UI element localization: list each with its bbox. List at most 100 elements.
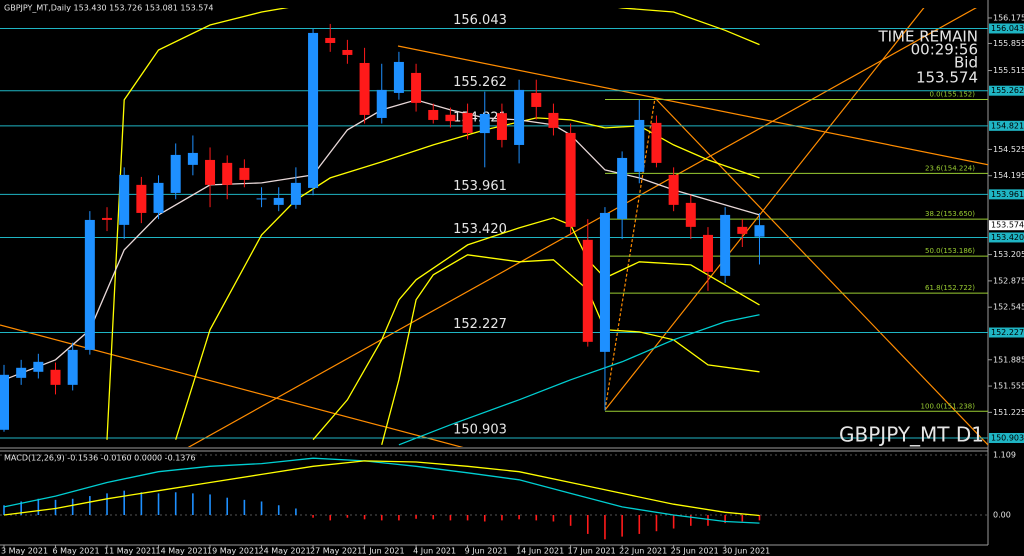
level-label: 153.420 — [453, 222, 507, 237]
candle-body — [119, 174, 130, 225]
candle-body — [359, 62, 370, 115]
y-tick-label: 155.515 — [993, 66, 1024, 75]
level-axis-label: 156.043 — [991, 24, 1024, 33]
candle-body — [702, 234, 713, 272]
x-tick-label: 19 May 2021 — [207, 547, 259, 556]
candle-body — [170, 154, 181, 193]
candle-body — [136, 184, 147, 213]
main-panel: 156.175 155.855 155.515 154.525 154.195 153.2… — [988, 13, 1024, 443]
histogram-bar — [71, 498, 74, 515]
fib-label: 50.0(153.186) — [925, 247, 975, 255]
y-tick-label: 152.545 — [993, 303, 1024, 312]
histogram-bar — [569, 514, 572, 526]
time-remain: 00:29:56 — [911, 41, 978, 59]
candle-body — [514, 89, 525, 145]
histogram-bar — [432, 514, 435, 520]
y-tick-label: 151.885 — [993, 355, 1024, 364]
y-tick-label: 151.225 — [993, 408, 1024, 417]
histogram-bar — [226, 497, 229, 515]
candle-body — [0, 374, 9, 430]
y-tick-label: 155.855 — [993, 39, 1024, 48]
candle-body — [222, 162, 233, 185]
y-tick-label: 1.109 — [993, 451, 1016, 460]
candle-body — [102, 217, 113, 220]
trend-line — [604, 8, 925, 411]
histogram-bar — [243, 499, 246, 515]
time-remain-label: TIME REMAIN — [877, 28, 978, 46]
level-label: 155.262 — [453, 75, 507, 90]
candle-body — [462, 112, 473, 133]
x-tick-label: 4 Jun 2021 — [413, 547, 456, 556]
level-axis-label: 153.961 — [991, 190, 1024, 199]
histogram-bar — [363, 514, 366, 520]
histogram-bar — [707, 514, 709, 526]
candle-body — [290, 182, 301, 205]
candle-body — [411, 72, 422, 103]
candle-body — [239, 167, 250, 180]
candle-body — [668, 174, 679, 205]
y-tick-label: 154.525 — [993, 145, 1024, 154]
histogram-bar — [535, 514, 538, 521]
candle-body — [16, 367, 27, 378]
level-label: 152.227 — [453, 317, 507, 332]
candle-body — [187, 152, 198, 165]
histogram-bar — [3, 505, 5, 515]
level-label: 150.903 — [453, 422, 507, 437]
candle-body — [599, 212, 610, 352]
histogram-bar — [157, 493, 160, 515]
histogram-bar — [192, 493, 194, 515]
x-tick-label: 6 May 2021 — [53, 547, 100, 556]
y-tick-label: 154.195 — [993, 171, 1024, 180]
candle-body — [376, 89, 387, 118]
candle-body — [205, 159, 216, 185]
x-tick-label: 27 May 2021 — [310, 547, 362, 556]
candle-body — [67, 349, 78, 385]
candle-body — [685, 202, 696, 227]
level-axis-label: 154.821 — [991, 121, 1024, 130]
histogram-bar — [758, 514, 761, 521]
histogram-bar — [312, 514, 314, 518]
fib-base-line — [604, 97, 656, 411]
level-axis-box — [989, 120, 1024, 131]
candle-body — [256, 198, 267, 200]
macd-plot — [3, 457, 761, 540]
candle-body — [393, 61, 404, 93]
y-tick-label: 156.175 — [993, 13, 1024, 22]
histogram-bar — [501, 514, 503, 521]
y-tick-label: 151.555 — [993, 382, 1024, 391]
candle-body — [325, 37, 336, 43]
fib-label: 100.0(151.238) — [921, 402, 976, 410]
fib-label: 0.0(155.152) — [929, 90, 975, 98]
histogram-bar — [20, 501, 22, 515]
histogram-bar — [415, 514, 417, 519]
candle-body — [33, 361, 44, 372]
candle-body — [273, 197, 284, 205]
histogram-bar — [655, 514, 658, 532]
candle-body — [582, 239, 593, 342]
y-tick-label: 153.205 — [993, 250, 1024, 259]
indicator-line — [3, 460, 760, 517]
histogram-bar — [483, 514, 486, 522]
candle-body — [720, 214, 731, 276]
histogram-bar — [466, 514, 469, 521]
main-plot: 0.0(155.152) 23.6(154.224) 38.2(153.650) 50… — [0, 8, 988, 447]
candle-body — [617, 157, 628, 219]
x-tick-label: 24 May 2021 — [259, 547, 311, 556]
histogram-bar — [346, 514, 349, 518]
histogram-bar — [690, 514, 692, 526]
x-tick-label: 22 Jun 2021 — [619, 547, 667, 556]
candle-body — [153, 182, 164, 213]
macd-panel: 1.109 0.00 — [0, 451, 1016, 519]
histogram-bar — [277, 505, 280, 515]
level-axis-box — [989, 327, 1024, 338]
candle-body — [445, 114, 456, 122]
histogram-bar — [89, 496, 91, 515]
histogram-bar — [123, 490, 125, 515]
candle-body — [651, 122, 662, 163]
trend-line — [654, 97, 988, 446]
histogram-bar — [140, 492, 143, 515]
fib-label: 23.6(154.224) — [925, 164, 975, 172]
candle-body — [754, 225, 765, 237]
